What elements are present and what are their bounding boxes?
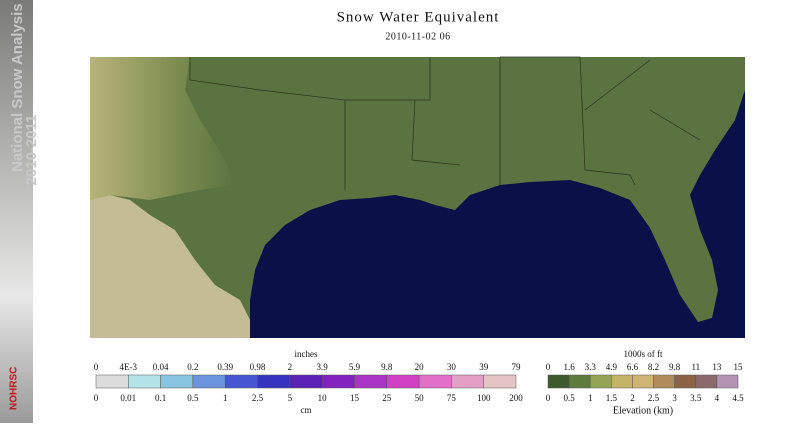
legend-top-label: 3.9 [317, 362, 329, 372]
legend-bottom-label: 0.1 [155, 393, 166, 403]
legend-top-label: 9.8 [669, 362, 681, 372]
legend-top-label: 39 [479, 362, 489, 372]
legend-top-label: 30 [447, 362, 457, 372]
legend-swatch [674, 374, 697, 389]
legend-top-label: 0 [94, 362, 99, 372]
legend-bottom-label: 1.5 [606, 393, 618, 403]
legend-swatch [589, 374, 612, 389]
legend-swatch [483, 374, 517, 389]
legend-swatch [354, 374, 388, 389]
legend-top-label: 5.9 [349, 362, 361, 372]
legend-swatch [95, 374, 129, 389]
legend-top-unit: inches [295, 349, 318, 359]
legend-top-label: 1.6 [563, 362, 575, 372]
legend-swatch [418, 374, 452, 389]
mexico [90, 195, 250, 338]
legend-bottom-label: 0 [94, 393, 99, 403]
legend-top-label: 0.39 [217, 362, 233, 372]
legend-bottom-label: 1 [588, 393, 593, 403]
legend-top-unit: 1000s of ft [624, 349, 663, 359]
legend-bottom-label: 2.5 [648, 393, 660, 403]
legend-swatch [632, 374, 654, 389]
sidebar-years: 2010-2011 [23, 115, 40, 186]
legend-top-label: 20 [415, 362, 425, 372]
map-date: 2010-11-02 06 [385, 31, 450, 42]
legend-bottom-label: 4 [715, 393, 720, 403]
sidebar-image [0, 0, 33, 423]
legend-swatch [192, 374, 226, 389]
legend-bottom-label: 2.5 [252, 393, 264, 403]
land [90, 57, 745, 338]
legend-bottom-label: 0.01 [120, 393, 136, 403]
legend-top-label: 8.2 [648, 362, 659, 372]
legend-top-label: 0.2 [187, 362, 198, 372]
legend-bottom-unit: cm [301, 405, 312, 415]
legend-bottom-label: 15 [350, 393, 360, 403]
legend-swatch [224, 374, 258, 389]
legend-bottom-unit: Elevation (km) [613, 405, 673, 416]
legend-bottom-label: 2 [630, 393, 635, 403]
legend-top-label: 4E-3 [120, 362, 138, 372]
legend-top-label: 2 [288, 362, 293, 372]
legend-bottom-label: 50 [415, 393, 425, 403]
legend-swatch [128, 374, 161, 389]
legend-swatch [257, 374, 291, 389]
legend-bottom-label: 3.5 [690, 393, 702, 403]
legend-top-label: 0.98 [250, 362, 266, 372]
legend-top-label: 79 [512, 362, 522, 372]
map [90, 56, 745, 338]
legend-top-label: 13 [712, 362, 722, 372]
legend-bottom-label: 0 [546, 393, 551, 403]
legend-swatch [695, 374, 718, 389]
legend-top-label: 11 [691, 362, 700, 372]
sidebar-title: National Snow Analysis [9, 3, 26, 172]
legend-bottom-label: 25 [382, 393, 392, 403]
legend-bottom-label: 5 [288, 393, 293, 403]
map-title: Snow Water Equivalent [337, 9, 500, 25]
legend-swatch [716, 374, 739, 389]
legend-swatch [160, 374, 194, 389]
legend-bottom-label: 1 [223, 393, 228, 403]
legend-swatch [611, 374, 633, 389]
sidebar-logo: NOHRSC [9, 367, 20, 410]
legend-swatch [568, 374, 591, 389]
legend-bottom-label: 0.5 [187, 393, 199, 403]
legend-bottom-label: 200 [509, 393, 523, 403]
legend-top-label: 9.8 [381, 362, 393, 372]
legend-top-label: 0 [546, 362, 551, 372]
legend-top-label: 3.3 [585, 362, 597, 372]
legend-top-label: 4.9 [606, 362, 618, 372]
state-borders [189, 56, 701, 190]
legend-swatch [653, 374, 675, 389]
legend-top-label: 0.04 [153, 362, 169, 372]
legend-bottom-label: 75 [447, 393, 457, 403]
legend-bottom-label: 10 [318, 393, 328, 403]
legend-swatch [386, 374, 420, 389]
west-texas [90, 57, 235, 200]
legend-bottom-label: 3 [672, 393, 677, 403]
legend-top-label: 15 [734, 362, 744, 372]
legend-bottom-label: 4.5 [732, 393, 744, 403]
legend-swatch [321, 374, 355, 389]
legend-bottom-label: 100 [477, 393, 491, 403]
legend-swatch [547, 374, 570, 389]
legend-swatch [451, 374, 484, 389]
legend-top-label: 6.6 [627, 362, 639, 372]
legend-swatch [289, 374, 323, 389]
legend-bottom-label: 0.5 [563, 393, 575, 403]
